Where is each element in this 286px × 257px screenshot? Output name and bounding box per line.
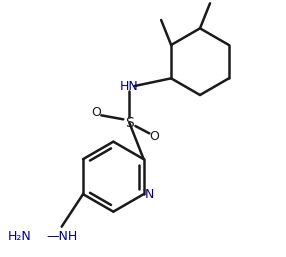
Text: N: N	[145, 188, 154, 201]
Text: —NH: —NH	[46, 230, 77, 243]
Text: O: O	[149, 130, 159, 142]
Text: H₂N: H₂N	[8, 230, 32, 243]
Text: O: O	[92, 106, 102, 119]
Text: HN: HN	[120, 79, 139, 93]
Text: S: S	[125, 116, 134, 130]
